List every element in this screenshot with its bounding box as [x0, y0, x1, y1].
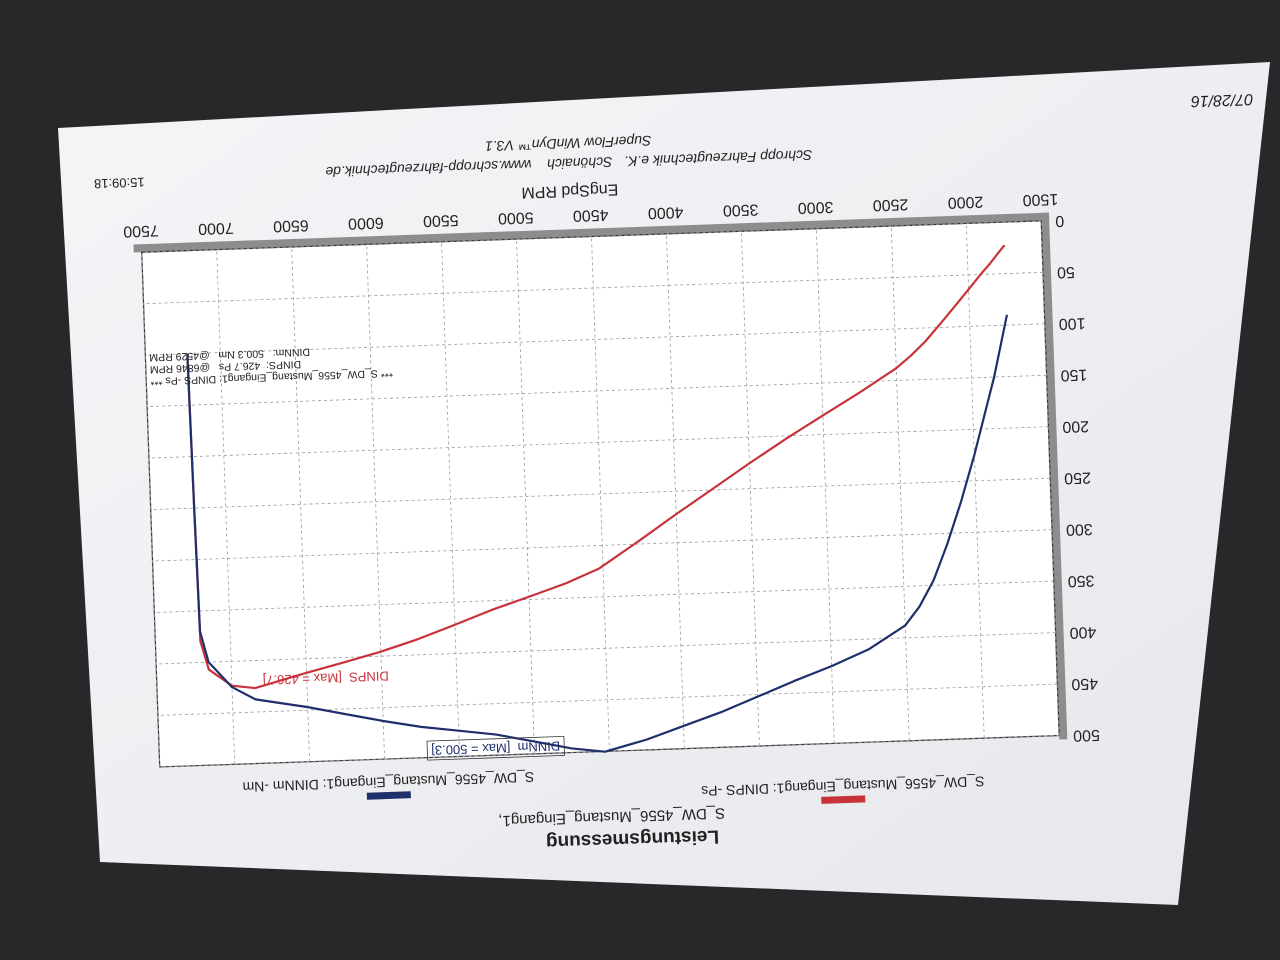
x-axis-title: EngSpd RPM — [521, 180, 618, 200]
annotation: DINNm [Max = 500.3] — [431, 739, 560, 758]
x-tick-label: 3000 — [797, 198, 833, 216]
grid-line — [145, 323, 1045, 356]
y-tick-label: 50 — [1057, 263, 1075, 281]
print-time: 15:09:18 — [94, 175, 145, 192]
grid-line — [141, 252, 161, 767]
legend-swatch — [821, 795, 866, 804]
y-tick-label: 100 — [1058, 314, 1085, 332]
x-tick-label: 6000 — [348, 214, 384, 232]
y-tick-label: 450 — [1071, 674, 1098, 692]
x-tick-label: 4000 — [647, 203, 683, 221]
grid-line — [516, 239, 535, 754]
y-tick-label: 300 — [1066, 520, 1093, 538]
grid-line — [150, 477, 1051, 510]
grid-line — [965, 223, 985, 739]
y-tick-label: 500 — [1073, 726, 1100, 744]
x-tick-label: 3500 — [722, 200, 758, 218]
annotation: DINPS [Max = 426.7] — [263, 668, 390, 687]
grid-line — [666, 233, 685, 749]
grid-line — [157, 683, 1058, 716]
x-tick-label: 5500 — [423, 211, 459, 229]
grid-line — [152, 529, 1052, 562]
x-tick-label: 2500 — [872, 195, 908, 213]
grid-line — [740, 231, 760, 747]
grid-line — [815, 228, 835, 744]
y-tick-label: 200 — [1062, 417, 1089, 435]
y-tick-label: 150 — [1060, 366, 1087, 384]
x-tick-label: 6500 — [273, 216, 309, 234]
data-line — [186, 314, 1009, 753]
print-date: 07/28/16 — [1191, 90, 1254, 109]
x-tick-label: 7000 — [198, 219, 234, 237]
x-tick-label: 4500 — [573, 206, 609, 224]
grid-line — [143, 271, 1044, 305]
x-tick-label: 7500 — [123, 221, 159, 239]
annotation-box — [426, 735, 565, 761]
grid-line — [366, 244, 385, 760]
grid-line — [148, 426, 1049, 459]
info-line: DINPS: 426.7 Ps @6846 RPM — [150, 358, 302, 375]
grid-line — [441, 241, 460, 757]
grid-line — [291, 247, 311, 762]
legend-swatch — [366, 791, 411, 800]
y-tick-label: 250 — [1064, 469, 1091, 487]
footer-line: SuperFlow WinDyn™ V3.1 — [485, 133, 652, 155]
frame-shadow — [1040, 212, 1068, 740]
x-tick-label: 5000 — [498, 208, 534, 226]
grid-line — [154, 580, 1054, 613]
info-line: DINNm: 500.3 Nm @4529 RPM — [149, 346, 310, 364]
grid-line — [890, 226, 910, 741]
grid-line — [216, 249, 236, 765]
grid-line — [591, 236, 610, 752]
y-tick-label: 400 — [1069, 623, 1096, 641]
data-line — [186, 244, 1006, 690]
y-tick-label: 0 — [1055, 212, 1065, 229]
printout: Leistungsmessung S_DW_4556_Mustang_Einga… — [94, 90, 1254, 852]
x-tick-label: 2000 — [947, 193, 983, 211]
grid-line — [1040, 220, 1060, 736]
x-tick-label: 1500 — [1022, 190, 1058, 208]
frame-shadow — [133, 212, 1050, 253]
y-tick-label: 350 — [1067, 571, 1094, 589]
